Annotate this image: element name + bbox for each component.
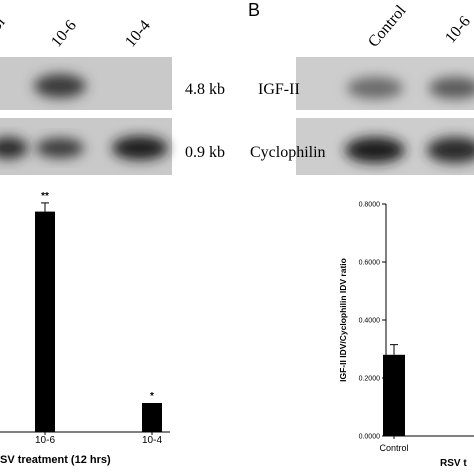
significance-mark: *: [150, 391, 154, 402]
blot-band: [36, 138, 84, 158]
y-tick-label: 0.8000: [359, 202, 381, 209]
x-axis-label: RSV t: [440, 458, 467, 469]
size-label: 0.9 kb: [185, 144, 225, 161]
blot-band: [345, 137, 405, 163]
blot-band: [0, 137, 28, 159]
blot-band: [347, 77, 403, 99]
blot-label: Cyclophilin: [250, 144, 326, 161]
blot-band: [112, 136, 168, 160]
significance-mark: **: [41, 191, 49, 202]
y-tick-label: 0.6000: [359, 260, 381, 267]
y-tick-label: 0.2000: [359, 376, 381, 383]
lane-label: 10-6: [48, 17, 80, 50]
panel-label: B: [248, 0, 260, 20]
blot-row: [0, 57, 172, 110]
x-tick-label: Control: [379, 443, 408, 453]
blot-band: [34, 74, 86, 98]
bar: [142, 403, 162, 432]
blot-label: IGF-II: [258, 81, 300, 98]
x-axis-label: SV treatment (12 hrs): [0, 454, 111, 466]
lane-label: 10-6: [442, 13, 474, 46]
y-axis-label: IGF-II IDV/Cyclophilin IDV ratio: [338, 258, 348, 382]
y-tick-label: 0.0000: [359, 434, 381, 441]
blot-band: [429, 77, 474, 99]
x-tick-label: 10-6: [35, 435, 55, 446]
y-tick-label: 0.4000: [359, 318, 381, 325]
blot-band: [427, 137, 474, 163]
lane-label: ol: [0, 13, 9, 34]
lane-label: 10-4: [122, 17, 154, 50]
size-label: 4.8 kb: [185, 81, 225, 98]
bar: [383, 354, 405, 436]
x-tick-label: 10-4: [142, 435, 162, 446]
bar: [35, 211, 55, 432]
lane-label: Control: [365, 2, 410, 51]
